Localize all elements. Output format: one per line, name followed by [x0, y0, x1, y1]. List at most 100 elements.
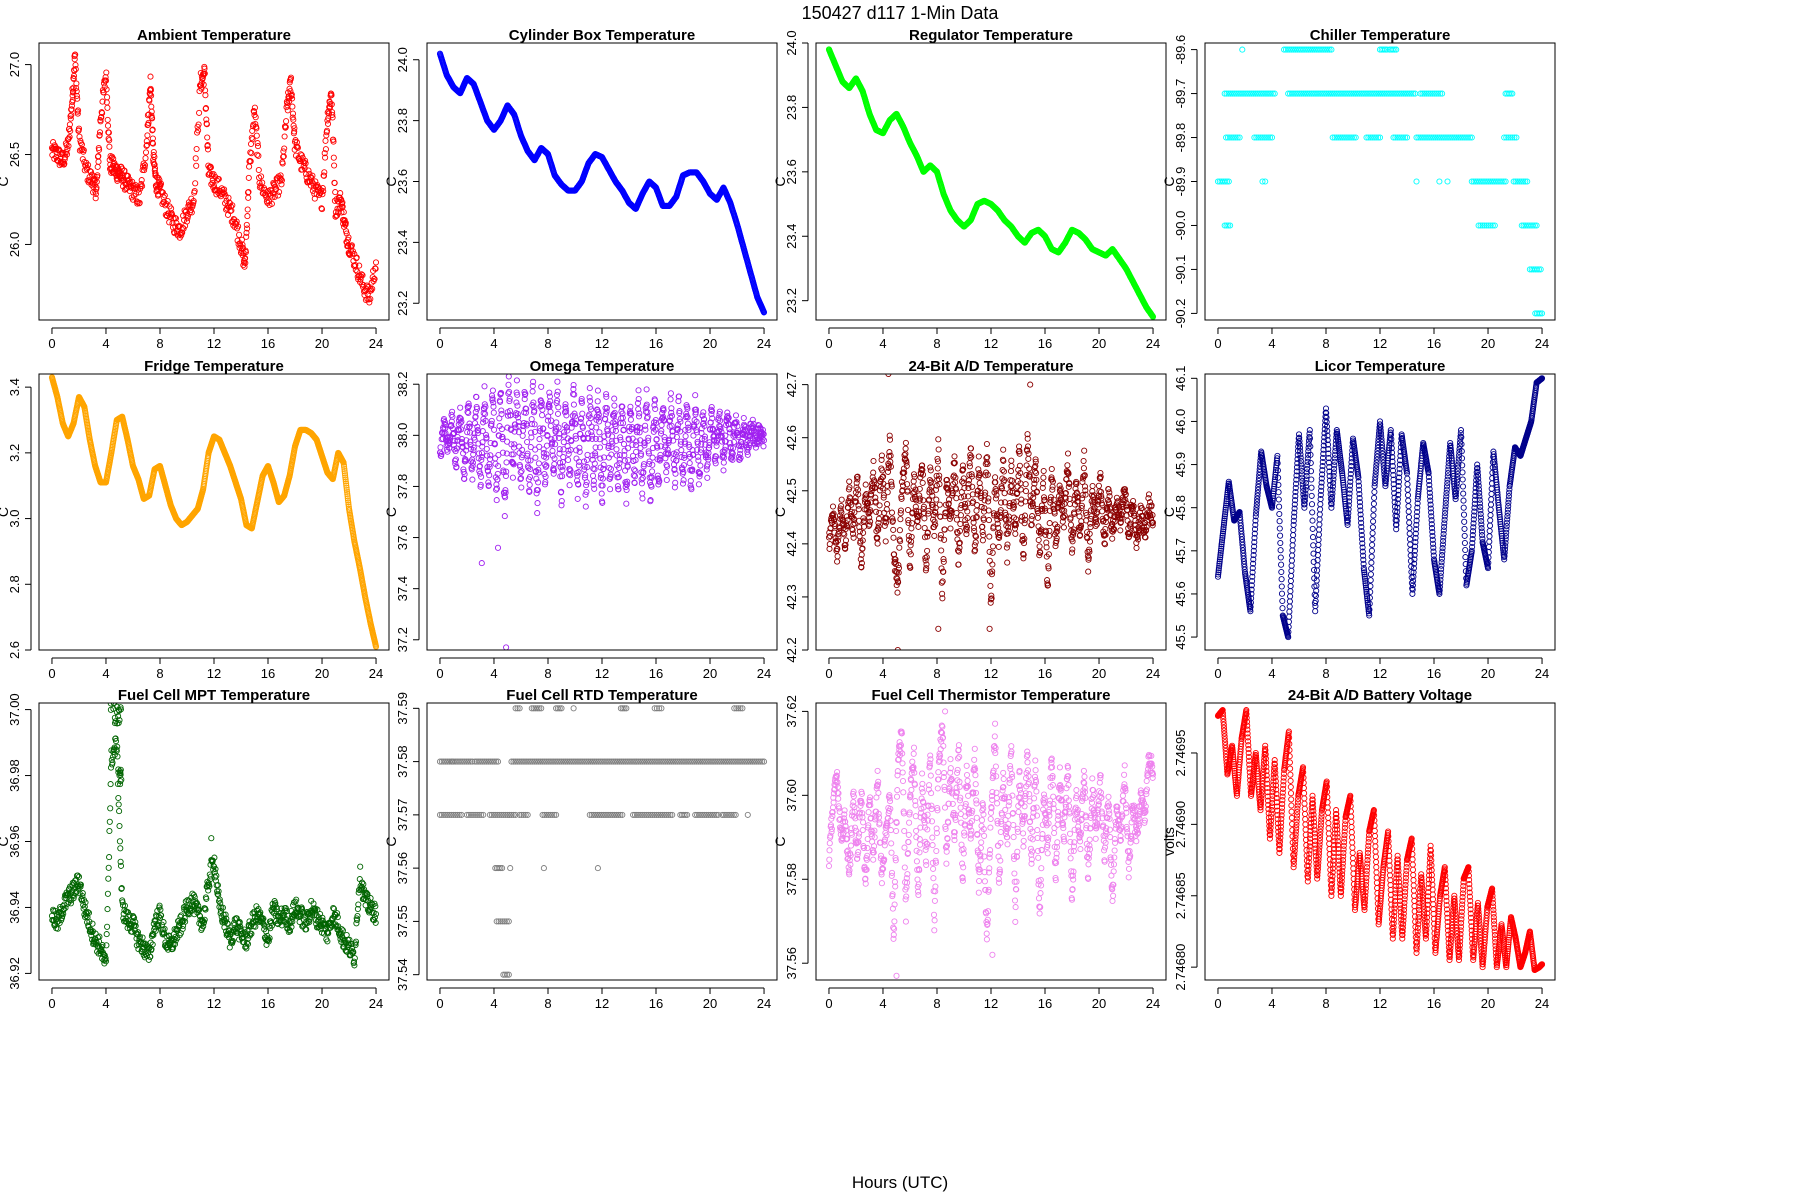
data-point: [344, 488, 351, 496]
data-point: [341, 463, 348, 470]
data-point: [442, 430, 449, 437]
plot-frame: [815, 42, 1167, 321]
data-point: [495, 462, 502, 470]
y-tick-label: 23.2: [395, 291, 410, 316]
y-tick-label: 23.6: [784, 159, 799, 184]
data-point: [289, 110, 297, 117]
data-point: [1413, 134, 1420, 141]
data-point: [363, 282, 370, 289]
data-point: [141, 162, 149, 169]
data-point: [328, 92, 335, 99]
data-point: [319, 185, 326, 192]
data-point: [342, 219, 349, 226]
data-point: [329, 114, 336, 121]
data-point: [475, 427, 482, 434]
data-point: [1400, 134, 1407, 141]
data-point: [1262, 178, 1269, 185]
data-point: [343, 484, 350, 491]
data-point: [369, 274, 376, 281]
x-tick-label: 8: [544, 666, 551, 681]
y-tick-label: -90.0: [1173, 211, 1188, 241]
data-point: [94, 172, 101, 179]
data-point: [1225, 178, 1232, 185]
data-point: [264, 199, 271, 206]
data-point: [358, 273, 365, 280]
data-point: [478, 453, 485, 460]
data-point: [474, 423, 481, 430]
x-tick-label: 20: [315, 336, 329, 351]
data-point: [320, 188, 327, 195]
data-point: [149, 140, 157, 147]
data-point: [1396, 90, 1403, 97]
data-point: [1367, 134, 1374, 141]
data-point: [1255, 134, 1262, 141]
data-point: [1234, 134, 1241, 141]
data-point: [1288, 90, 1296, 97]
data-point: [338, 196, 345, 203]
data-point: [1233, 90, 1240, 97]
data-point: [73, 92, 80, 99]
data-point: [1398, 90, 1405, 97]
data-point: [1350, 134, 1357, 141]
y-tick-label: -89.9: [1173, 167, 1188, 197]
data-point: [1263, 134, 1270, 141]
data-point: [1231, 90, 1238, 97]
data-point: [245, 194, 252, 201]
data-point: [498, 407, 505, 414]
data-point: [1387, 90, 1394, 97]
data-point: [142, 149, 150, 156]
data-point: [452, 460, 459, 467]
data-point: [1363, 134, 1370, 141]
data-point: [353, 254, 360, 261]
data-point: [356, 262, 363, 269]
y-tick-label: 37.6: [395, 525, 410, 550]
data-point: [191, 187, 198, 195]
data-point: [106, 137, 113, 144]
data-point: [73, 88, 80, 95]
data-point: [498, 411, 505, 418]
data-point: [1254, 90, 1261, 97]
data-point: [1427, 90, 1434, 97]
data-point: [340, 461, 347, 468]
data-point: [472, 413, 479, 420]
data-point: [493, 497, 500, 504]
data-point: [256, 179, 263, 187]
data-point: [69, 92, 76, 99]
data-point: [1224, 134, 1232, 141]
data-point: [1328, 46, 1335, 53]
data-point: [1320, 46, 1327, 53]
data-point: [1319, 90, 1326, 97]
data-point: [464, 429, 471, 436]
data-point: [1223, 90, 1230, 97]
data-point: [1331, 134, 1338, 141]
data-point: [1438, 134, 1445, 141]
data-point: [459, 444, 466, 451]
data-point: [1461, 134, 1468, 141]
data-point: [241, 263, 248, 270]
data-point: [239, 241, 246, 248]
data-point: [1237, 90, 1244, 97]
data-point: [1313, 90, 1321, 97]
y-axis-label: C: [0, 507, 11, 517]
data-point: [1287, 90, 1294, 97]
data-point: [135, 189, 142, 196]
data-point: [1419, 90, 1426, 97]
data-point: [1222, 178, 1229, 185]
data-point: [343, 239, 351, 246]
data-point: [451, 437, 458, 445]
data-point: [245, 174, 252, 181]
y-tick-label: -89.7: [1173, 79, 1188, 109]
data-point: [479, 428, 486, 435]
y-tick-label: 3.4: [7, 378, 22, 396]
data-point: [1244, 90, 1251, 97]
data-point: [97, 118, 104, 125]
data-point: [1350, 90, 1357, 97]
series-points: [48, 374, 380, 650]
data-point: [1308, 90, 1315, 97]
data-point: [1227, 90, 1234, 97]
data-point: [75, 125, 83, 132]
data-point: [341, 217, 348, 224]
data-point: [72, 61, 79, 69]
data-point: [1451, 134, 1458, 141]
